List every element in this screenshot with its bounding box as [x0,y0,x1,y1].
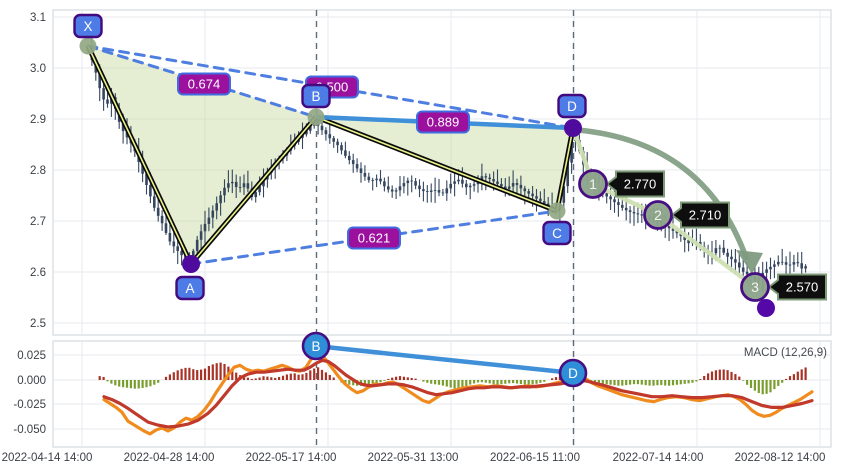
point-label-box-A[interactable] [175,275,205,301]
x-tick-label: 2022-04-14 14:00 [2,452,93,464]
point-label-text: B [311,89,320,104]
pattern-point-dot-C[interactable] [548,202,566,220]
pattern-point-dot-A[interactable] [182,255,200,273]
macd-bd-line[interactable] [315,343,574,376]
ratio-label-text: 0.674 [188,77,221,92]
point-label-box-D[interactable] [557,93,587,119]
point-label-text: C [552,226,562,241]
macd-y-tick-label: -0.025 [13,399,46,411]
target-price-text: 2.570 [786,280,819,295]
target-price-tag[interactable] [670,201,730,229]
target-markers[interactable]: 2.770 1 2.710 2 2.570 3 [578,169,827,302]
price-y-tick-label: 3.1 [30,12,46,24]
ratio-label-text: 0.621 [358,231,391,246]
macd-overlay[interactable]: BD [301,331,588,388]
pattern-point-dots[interactable] [79,37,776,318]
ratio-label-box[interactable] [177,72,231,96]
x-tick-label: 2022-06-15 11:00 [490,452,580,464]
price-y-tick-label: 2.9 [30,114,46,126]
x-tick-label: 2022-04-28 14:00 [124,452,215,464]
target-number-text: 1 [589,176,597,192]
point-label-text: A [185,281,194,296]
macd-point-text: D [568,366,578,381]
target-price-tag[interactable] [605,170,665,198]
macd-line-group [102,349,814,436]
macd-series-label: MACD (12,26,9) [744,347,827,359]
ratio-label-box[interactable] [347,226,401,250]
target-circle-2[interactable] [643,200,673,230]
x-tick-label: 2022-05-17 14:00 [246,452,337,464]
target-circle-3[interactable] [740,272,770,302]
target-number-text: 3 [751,279,759,295]
point-label-text: D [567,99,577,114]
pattern-point-dot-D[interactable] [564,119,582,137]
pattern-point-labels[interactable]: X A B C D [73,13,587,301]
price-y-tick-label: 2.5 [30,318,46,330]
point-label-text: X [83,19,92,34]
price-y-tick-label: 2.7 [30,216,46,228]
pattern-point-dot-B[interactable] [307,108,325,126]
ratio-label-box[interactable] [416,110,470,134]
target-number-text: 2 [654,207,662,223]
target-price-text: 2.710 [689,208,722,223]
price-y-tick-label: 2.6 [30,267,46,279]
signal-line-group [102,358,814,429]
macd-line [102,349,814,436]
macd-y-tick-label: 0.000 [17,375,46,387]
macd-y-tick-label: 0.025 [17,350,46,362]
price-y-tick-label: 3.0 [30,63,46,75]
macd-point-B[interactable] [301,331,331,361]
signal-line [102,358,814,429]
point-label-box-B[interactable] [301,83,331,109]
macd-point-D[interactable] [558,358,588,388]
point-label-box-C[interactable] [542,220,572,246]
ratio-label-text: 0.889 [427,115,460,130]
axis-tick-labels: 3.1 3.0 2.9 2.8 2.7 2.6 2.5 0.025 0.000 -0.025 -0.… [2,12,828,464]
macd-y-tick-label: -0.050 [13,424,46,436]
price-y-tick-label: 2.8 [30,165,46,177]
macd-point-text: B [311,339,320,354]
pattern-legs[interactable] [85,44,576,266]
projection-end-dot [757,299,775,317]
target-price-text: 2.770 [624,177,657,192]
x-tick-label: 2022-07-14 14:00 [613,452,704,464]
target-circle-1[interactable] [578,169,608,199]
pattern-point-dot-X[interactable] [79,37,97,55]
candlestick-series [86,37,807,293]
projection-lines [570,127,763,289]
x-tick-label: 2022-08-12 14:00 [735,452,826,464]
target-price-tag[interactable] [767,273,827,301]
arc-arrowhead-icon [736,250,763,274]
x-tick-label: 2022-05-31 13:00 [368,452,459,464]
point-label-box-X[interactable] [73,13,103,39]
